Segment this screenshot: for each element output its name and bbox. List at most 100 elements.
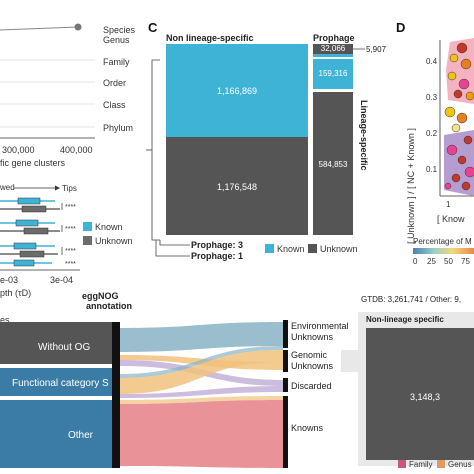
right-node-env-line2: Unknowns — [291, 332, 334, 342]
right-bar-gen — [283, 350, 288, 372]
legend-swatch-known — [83, 222, 92, 231]
y-axis-label-d: [ Unknown ] / [ NC + Known ] — [406, 128, 416, 244]
panel-d: D [ Unknown ] / [ NC + Known ] 0.4 0.3 0… — [396, 20, 474, 266]
left-fragment-label: es — [0, 315, 10, 325]
depth-tick-2: 3e-04 — [50, 275, 73, 285]
legend-swatch-known-c — [265, 244, 274, 253]
scatter-point — [460, 58, 472, 70]
scatter-points — [444, 42, 474, 191]
scatter-point — [446, 144, 458, 156]
right-node-gen-line2: Unknowns — [291, 361, 334, 371]
right-bar-known — [283, 396, 288, 468]
colorbar-tick-50: 50 — [444, 257, 453, 266]
legend-swatch-genus — [437, 460, 445, 468]
scatter-point — [464, 166, 474, 178]
significance-3: **** — [65, 248, 76, 255]
treemap-box-title: Non-lineage specific — [366, 315, 444, 324]
flow-funcS-gen — [120, 350, 283, 394]
cell-label-prophage-known: 5,907 — [366, 45, 387, 54]
flow-other-known — [120, 400, 283, 468]
rank-curve-point — [74, 23, 82, 31]
scatter-point — [451, 173, 461, 183]
rank-curve-line — [0, 26, 79, 31]
cell-nonlineage-known — [166, 44, 308, 137]
scatter-point — [457, 155, 467, 165]
scatter-point — [453, 89, 463, 99]
scatter-point — [447, 71, 457, 81]
panel-a: Species Genus Family Order Class Phylum … — [0, 23, 136, 298]
tips-label: Tips — [62, 184, 77, 193]
annotation-title: eggNOG annotation — [82, 291, 132, 311]
panel-e: es eggNOG annotation Without OG Functiona… — [0, 291, 349, 468]
dendrogram — [151, 59, 160, 241]
node-functional-s — [0, 368, 112, 396]
panel-f: GTDB: 3,261,741 / Other: 9, Non-lineage … — [341, 295, 474, 469]
scatter-point — [444, 182, 452, 190]
significance-1: **** — [65, 204, 76, 211]
y-tick-0.4: 0.4 — [426, 57, 438, 66]
annotation-bar — [112, 322, 120, 468]
flow-other-gen — [120, 396, 283, 404]
y-tick-0.1: 0.1 — [426, 165, 438, 174]
column-title-non-lineage: Non lineage-specific — [166, 33, 254, 43]
right-node-gen-line1: Genomic — [291, 350, 328, 360]
rank-label-phylum: Phylum — [103, 123, 133, 133]
legend-label-unknown: Unknown — [95, 236, 133, 246]
colorbar-title: Percentage of M — [413, 237, 472, 246]
right-node-env-line1: Environmental — [291, 321, 349, 331]
scatter-point — [456, 112, 468, 124]
node-label-without-og: Without OG — [38, 342, 90, 353]
cell-label-lineage-known: 159,316 — [319, 69, 348, 78]
column-title-prophage: Prophage — [313, 33, 355, 43]
scatter-point — [444, 106, 456, 118]
right-node-knowns: Knowns — [291, 423, 324, 433]
significance-4: **** — [65, 261, 76, 268]
node-other — [0, 400, 112, 468]
scatter-point — [458, 78, 470, 90]
depth-tick-1: e-03 — [0, 275, 18, 285]
cell-label-nonlineage-unknown: 1,176,548 — [217, 182, 257, 192]
node-label-functional-s: Functional category S — [12, 378, 109, 389]
rank-label-family: Family — [103, 57, 130, 67]
scatter-point — [449, 53, 459, 63]
treemap-cell-value: 3,148,3 — [410, 392, 440, 402]
rank-label-order: Order — [103, 78, 126, 88]
depth-axis-label: pth (τD) — [0, 288, 31, 298]
cell-label-prophage-unknown: 32,066 — [321, 44, 346, 53]
legend-label-family: Family — [409, 460, 433, 469]
legend-swatch-unknown — [83, 236, 92, 245]
legend-label-known-c: Known — [277, 244, 305, 254]
prophage-label-3: Prophage: 3 — [191, 240, 243, 250]
panel-c-letter: C — [148, 20, 158, 35]
x-tick-d: 1 — [446, 200, 451, 209]
x-tick-300000: 300,000 — [2, 145, 35, 155]
panel-c: C Non lineage-specific Prophage 1,166,86… — [146, 20, 387, 261]
colorbar-tick-75: 75 — [461, 257, 470, 266]
observed-label: wed — [0, 183, 15, 192]
node-label-other: Other — [68, 430, 94, 441]
rank-label-class: Class — [103, 100, 126, 110]
legend-label-known: Known — [95, 222, 123, 232]
y-tick-0.2: 0.2 — [426, 129, 438, 138]
boxplot-group — [0, 197, 60, 267]
colorbar-tick-0: 0 — [413, 257, 418, 266]
significance-2: **** — [65, 226, 76, 233]
x-axis-label-d: [ Know — [437, 214, 465, 224]
flow-withoutog-env — [120, 322, 283, 352]
scatter-point — [461, 181, 471, 191]
scatter-point — [451, 123, 461, 133]
side-label-lineage-specific: Lineage-specific — [359, 100, 369, 171]
cell-lineage-unknown — [313, 92, 353, 235]
cell-lineage-known — [313, 59, 353, 89]
legend-label-unknown-c: Unknown — [320, 244, 358, 254]
scatter-point — [456, 42, 468, 54]
gtdb-header: GTDB: 3,261,741 / Other: 9, — [361, 295, 461, 304]
rank-label-species: Species — [103, 25, 136, 35]
right-node-discarded: Discarded — [291, 381, 332, 391]
legend-label-genus: Genus — [448, 460, 472, 469]
treemap-cell-nonlineage — [366, 328, 474, 460]
legend-swatch-family — [398, 460, 406, 468]
tips-arrowhead — [55, 185, 60, 191]
cell-prophage-known-small — [313, 54, 353, 57]
